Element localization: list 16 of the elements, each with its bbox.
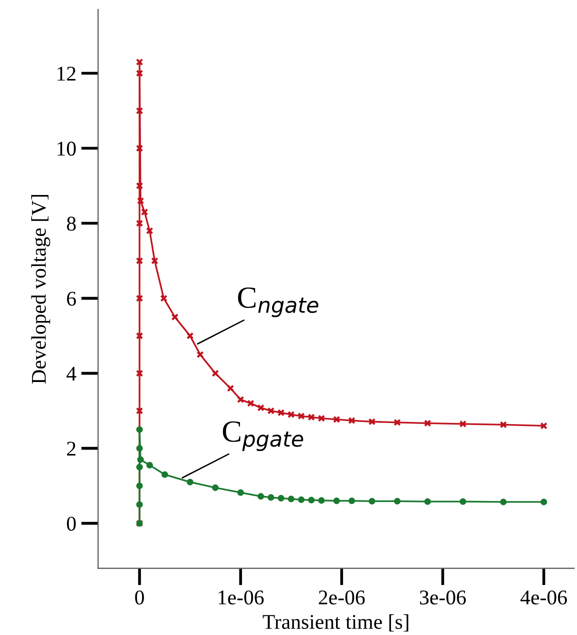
x-axis-title: Transient time [s] bbox=[262, 614, 408, 632]
y-tick-label: 8 bbox=[66, 216, 76, 231]
y-tick-label: 12 bbox=[58, 66, 76, 81]
x-tick-label: 4e-06 bbox=[520, 590, 567, 605]
y-tick-label: 4 bbox=[66, 366, 76, 381]
annotation: C$_{pgate}$ bbox=[222, 421, 304, 452]
y-tick-label: 0 bbox=[66, 516, 76, 531]
x-tick-label: 2e-06 bbox=[318, 590, 365, 605]
x-tick-label: 0 bbox=[135, 590, 144, 605]
y-tick-label: 10 bbox=[58, 142, 76, 156]
x-tick-label: 3e-06 bbox=[420, 590, 466, 605]
y-tick-label: 6 bbox=[67, 292, 76, 306]
y-tick-label: 2 bbox=[67, 442, 76, 456]
annotation: C$_{ngate}$ bbox=[238, 287, 318, 318]
x-tick-label: 1e-06 bbox=[218, 590, 264, 605]
y-axis-title: Developed voltage [V] bbox=[31, 195, 50, 384]
